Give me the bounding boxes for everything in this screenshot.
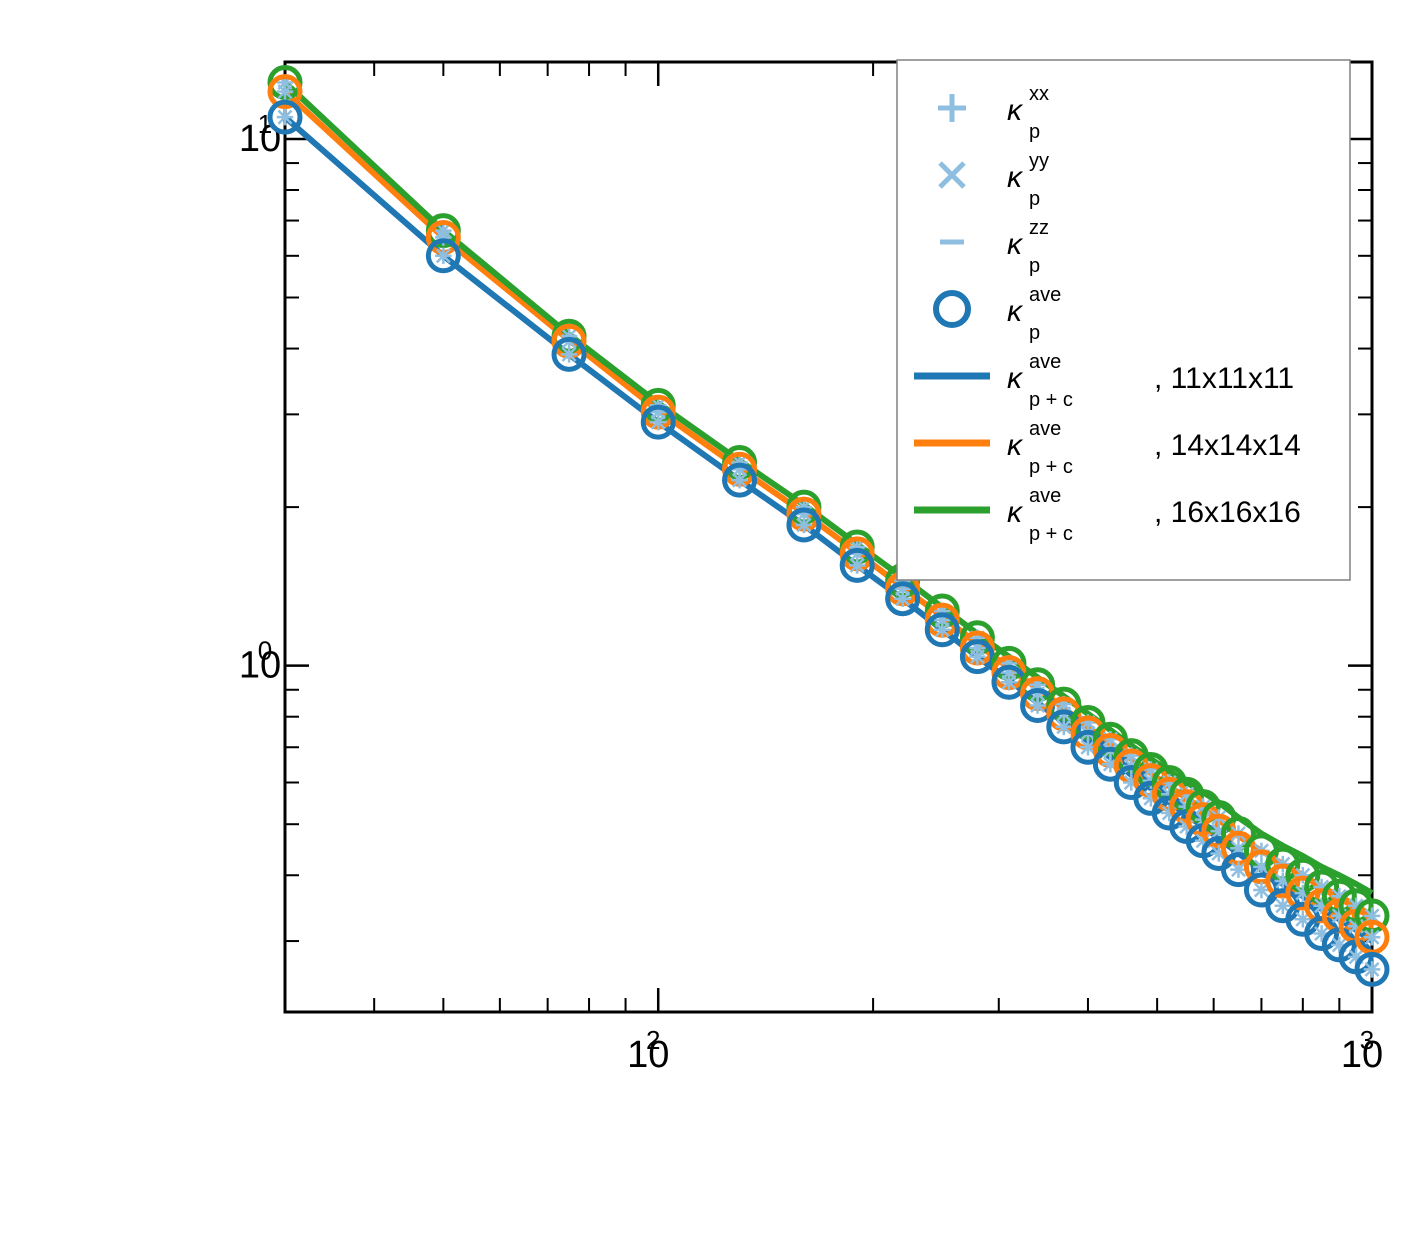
svg-text:ave: ave bbox=[1029, 351, 1061, 373]
svg-text:xx: xx bbox=[1029, 83, 1049, 105]
svg-text:, 16x16x16: , 16x16x16 bbox=[1154, 496, 1301, 529]
svg-text:, 11x11x11: , 11x11x11 bbox=[1154, 362, 1294, 395]
svg-text:p + c: p + c bbox=[1029, 523, 1073, 545]
svg-text:2: 2 bbox=[646, 1025, 660, 1055]
svg-text:ave: ave bbox=[1029, 485, 1061, 507]
svg-text:p: p bbox=[1029, 322, 1040, 344]
svg-text:3: 3 bbox=[1360, 1025, 1374, 1055]
chart-container: 10 2 10 3 10 0 10 1 κ xx p κ yy p κ zz p κ ave p κ ave p + c… bbox=[0, 0, 1421, 1254]
svg-text:, 14x14x14: , 14x14x14 bbox=[1154, 429, 1301, 462]
svg-text:p: p bbox=[1029, 255, 1040, 277]
svg-text:κ: κ bbox=[1007, 228, 1024, 261]
svg-text:κ: κ bbox=[1007, 429, 1024, 462]
svg-text:ave: ave bbox=[1029, 418, 1061, 440]
svg-text:p + c: p + c bbox=[1029, 456, 1073, 478]
svg-text:κ: κ bbox=[1007, 496, 1024, 529]
svg-text:yy: yy bbox=[1029, 150, 1049, 172]
svg-text:p + c: p + c bbox=[1029, 389, 1073, 411]
svg-text:p: p bbox=[1029, 188, 1040, 210]
svg-text:p: p bbox=[1029, 121, 1040, 143]
svg-text:κ: κ bbox=[1007, 94, 1024, 127]
chart-svg: 102 103 100101 κ xxpκ yypκ zzpκ avepκ avep + c… bbox=[0, 0, 1421, 1254]
svg-text:0: 0 bbox=[258, 636, 272, 666]
svg-text:κ: κ bbox=[1007, 295, 1024, 328]
svg-text:ave: ave bbox=[1029, 284, 1061, 306]
svg-text:κ: κ bbox=[1007, 161, 1024, 194]
svg-text:zz: zz bbox=[1029, 217, 1049, 239]
svg-text:κ: κ bbox=[1007, 362, 1024, 395]
